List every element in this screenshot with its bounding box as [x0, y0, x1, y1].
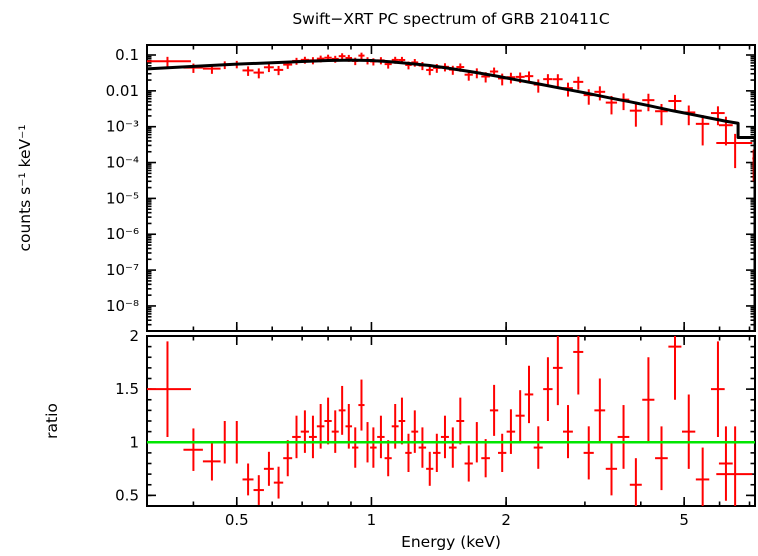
svg-text:0.1: 0.1 [115, 46, 139, 64]
svg-text:1: 1 [367, 511, 377, 529]
svg-text:10⁻⁵: 10⁻⁵ [106, 189, 139, 207]
xtick-labels: 0.5 1 2 5 [225, 511, 689, 529]
model-line [147, 58, 755, 331]
spectrum-data [147, 52, 755, 182]
chart-title: Swift−XRT PC spectrum of GRB 210411C [292, 10, 609, 28]
y-axis-label-ratio: ratio [43, 403, 61, 439]
svg-text:2: 2 [501, 511, 511, 529]
svg-text:10⁻⁶: 10⁻⁶ [106, 225, 139, 243]
svg-text:10⁻⁷: 10⁻⁷ [106, 261, 139, 279]
svg-text:0.01: 0.01 [106, 82, 139, 100]
svg-text:10⁻⁴: 10⁻⁴ [106, 154, 139, 172]
spectrum-ytick-labels: 0.1 0.01 10⁻³ 10⁻⁴ 10⁻⁵ 10⁻⁶ 10⁻⁷ 10⁻⁸ [106, 46, 139, 315]
ratio-data [147, 336, 753, 506]
svg-text:2: 2 [129, 327, 139, 345]
svg-text:1: 1 [129, 433, 139, 451]
svg-text:0.5: 0.5 [115, 486, 139, 504]
svg-text:10⁻³: 10⁻³ [106, 118, 139, 136]
svg-text:5: 5 [679, 511, 689, 529]
svg-text:0.5: 0.5 [225, 511, 249, 529]
svg-text:1.5: 1.5 [115, 380, 139, 398]
svg-text:10⁻⁸: 10⁻⁸ [106, 297, 139, 315]
x-axis-label: Energy (keV) [401, 533, 501, 551]
spectrum-frame [146, 44, 756, 332]
ratio-ytick-labels: 0.5 1 1.5 2 [115, 327, 139, 504]
plot-area: 0.10.0110⁻³10⁻⁴10⁻⁵10⁻⁶10⁻⁷10⁻⁸0.511.520… [106, 44, 756, 529]
ratio-frame [146, 335, 756, 507]
y-axis-label-counts: counts s⁻¹ keV⁻¹ [16, 124, 34, 251]
